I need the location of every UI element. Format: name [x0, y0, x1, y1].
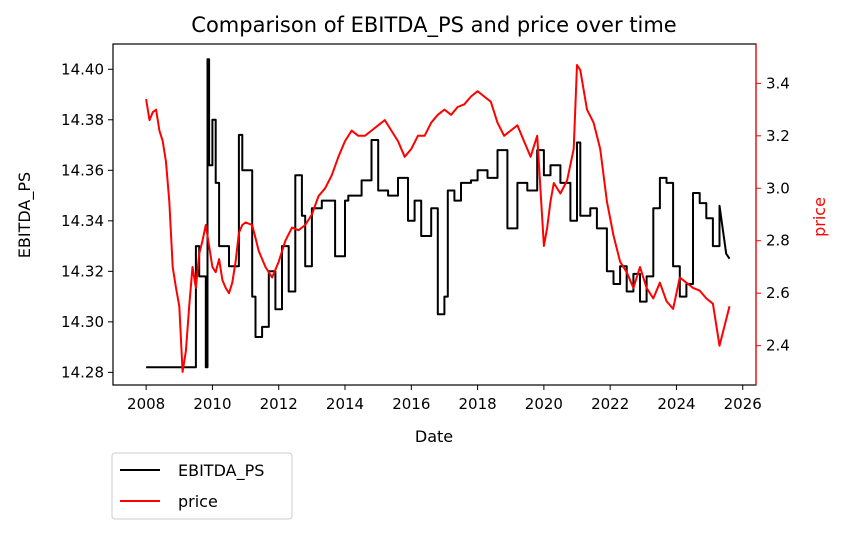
series-line-ebitda-ps: [146, 58, 731, 369]
y-right-tick-label: 3.2: [766, 127, 790, 145]
x-tick-label: 2014: [326, 395, 364, 413]
x-tick-label: 2020: [525, 395, 563, 413]
y-right-tick-label: 2.4: [766, 337, 790, 355]
series-line-price: [145, 64, 731, 373]
y-right-tick-label: 3.4: [766, 74, 790, 92]
legend-label-ebitda: EBITDA_PS: [178, 461, 264, 481]
x-axis-label: Date: [415, 427, 453, 446]
x-tick-label: 2008: [127, 395, 165, 413]
x-tick-label: 2024: [657, 395, 695, 413]
x-tick-label: 2026: [724, 395, 762, 413]
y-left-tick-label: 14.40: [61, 60, 104, 78]
y-axis-right-label: price: [810, 197, 829, 237]
x-tick-label: 2012: [260, 395, 298, 413]
y-right-tick-label: 2.8: [766, 232, 790, 250]
y-axis-left: 14.28 14.30 14.32 14.34 14.36 14.38 14.40: [61, 60, 113, 381]
y-left-tick-label: 14.30: [61, 313, 104, 331]
x-tick-label: 2016: [392, 395, 430, 413]
legend-label-price: price: [178, 492, 218, 511]
y-left-tick-label: 14.34: [61, 212, 104, 230]
x-tick-label: 2018: [458, 395, 496, 413]
x-tick-label: 2022: [591, 395, 629, 413]
y-right-tick-label: 2.6: [766, 284, 790, 302]
y-right-tick-label: 3.0: [766, 179, 790, 197]
x-tick-label: 2010: [193, 395, 231, 413]
y-left-tick-label: 14.32: [61, 262, 104, 280]
y-left-tick-label: 14.28: [61, 363, 104, 381]
legend: EBITDA_PS price: [111, 452, 293, 520]
y-left-tick-label: 14.38: [61, 111, 104, 129]
x-axis: 2008 2010 2012 2014 2016 2018 2020 2022 2024 2026: [127, 385, 762, 413]
y-axis-left-label: EBITDA_PS: [15, 172, 35, 258]
chart-title: Comparison of EBITDA_PS and price over t…: [191, 13, 676, 38]
plot-area: [145, 58, 731, 373]
y-left-tick-label: 14.36: [61, 161, 104, 179]
y-axis-right: 2.4 2.6 2.8 3.0 3.2 3.4: [756, 74, 790, 355]
